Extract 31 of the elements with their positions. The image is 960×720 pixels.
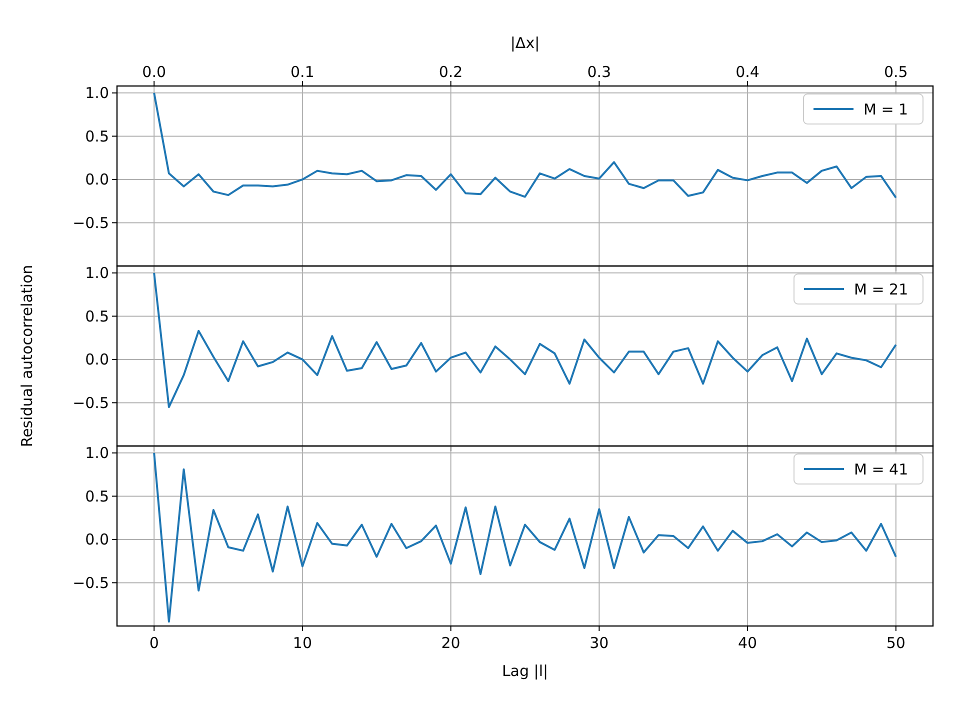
- x-tick-label: 40: [738, 634, 758, 652]
- y-tick-label: 0.0: [85, 530, 109, 549]
- y-tick-label: 0.5: [85, 487, 109, 506]
- legend-label: M = 1: [864, 100, 908, 118]
- y-tick-label: 1.0: [85, 84, 109, 102]
- x-tick-label: 50: [886, 634, 906, 652]
- y-tick-label: 0.0: [85, 170, 109, 189]
- y-tick-label: −0.5: [72, 574, 109, 592]
- y-tick-label: 1.0: [85, 264, 109, 282]
- x2-tick-label: 0.2: [438, 63, 463, 81]
- line-series: [153, 92, 897, 199]
- y-tick-label: 0.0: [85, 350, 109, 369]
- x2-tick-label: 0.0: [142, 63, 166, 81]
- x2-tick-label: 0.4: [736, 63, 760, 81]
- y-tick-label: 0.5: [85, 127, 109, 146]
- y-tick-label: 1.0: [85, 444, 109, 462]
- y-tick-label: −0.5: [72, 394, 109, 412]
- x2-axis-title: |Δx|: [510, 34, 540, 52]
- x2-tick-label: 0.1: [290, 63, 314, 81]
- x2-tick-label: 0.5: [884, 63, 908, 81]
- y-tick-label: 0.5: [85, 307, 109, 326]
- y-tick-label: −0.5: [72, 214, 109, 232]
- legend-label: M = 21: [854, 280, 908, 298]
- y-axis-title: Residual autocorrelation: [18, 264, 36, 448]
- legend-label: M = 41: [854, 460, 908, 478]
- x-tick-label: 20: [441, 634, 460, 652]
- x-axis-title: Lag |l|: [502, 662, 548, 680]
- x-tick-label: 0: [149, 634, 159, 652]
- x2-tick-label: 0.3: [587, 63, 612, 81]
- x-tick-label: 10: [292, 634, 312, 652]
- x-tick-label: 30: [590, 634, 609, 652]
